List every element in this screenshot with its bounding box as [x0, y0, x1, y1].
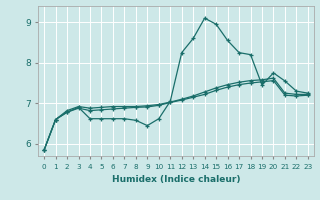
- X-axis label: Humidex (Indice chaleur): Humidex (Indice chaleur): [112, 175, 240, 184]
